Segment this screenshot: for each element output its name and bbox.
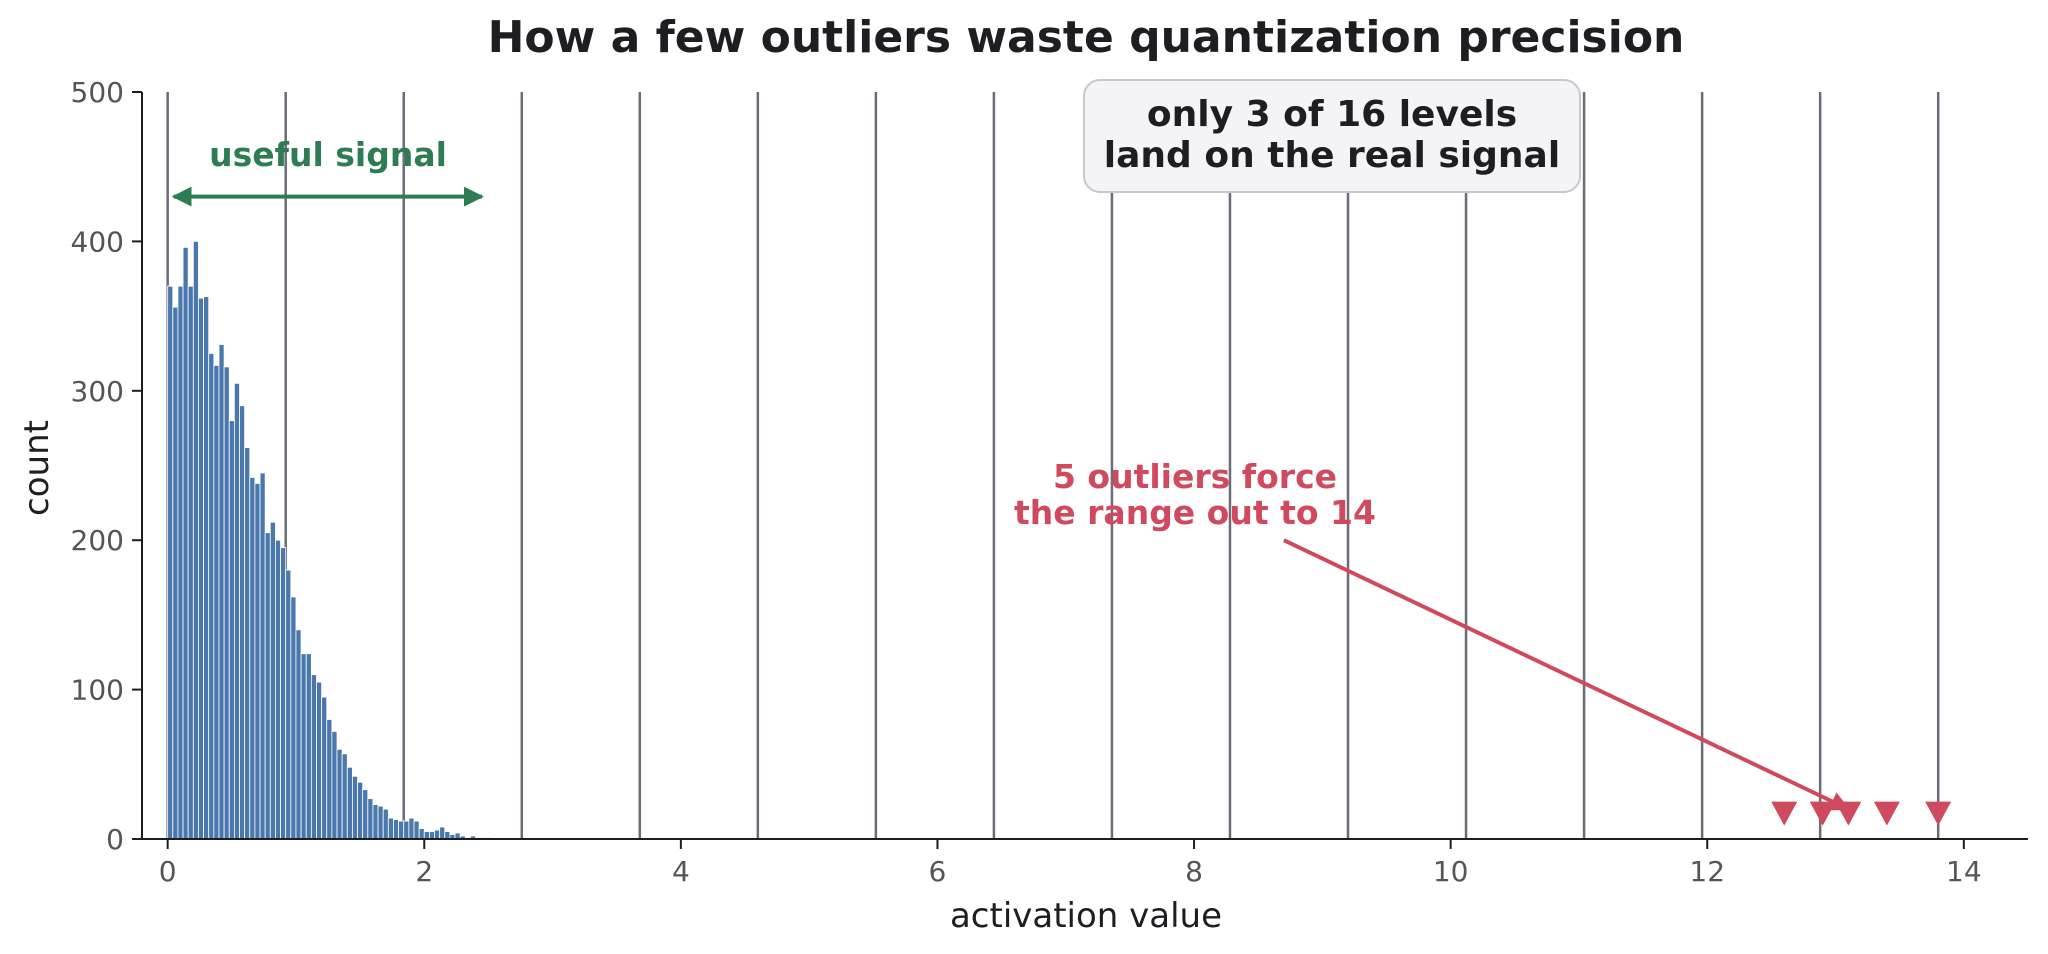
histogram-bar <box>259 472 266 840</box>
histogram-bar <box>192 240 199 840</box>
outlier-marker <box>1809 801 1836 826</box>
chart-title: How a few outliers waste quantization pr… <box>488 12 1685 63</box>
histogram-bar <box>326 719 333 840</box>
histogram-bar <box>413 820 420 840</box>
histogram-bars <box>167 240 492 840</box>
levels-callout-line1: only 3 of 16 levels <box>1147 94 1517 135</box>
outlier-markers <box>1771 801 1952 826</box>
levels-callout-line2: land on the real signal <box>1104 135 1560 176</box>
histogram-bar <box>198 297 204 840</box>
x-axis-label: activation value <box>950 896 1222 936</box>
histogram-bar <box>182 246 189 840</box>
levels-callout: only 3 of 16 levels land on the real sig… <box>1083 79 1581 193</box>
histogram-bar <box>310 674 317 840</box>
outlier-marker <box>1771 801 1798 826</box>
x-tick-label: 14 <box>1946 855 1982 888</box>
outlier-note-line1: 5 outliers force <box>1053 457 1337 496</box>
histogram-bar <box>357 781 364 840</box>
histogram-bar <box>352 775 358 840</box>
x-ticks: 0 2 4 6 8 10 12 14 <box>159 839 1982 888</box>
x-tick-label: 8 <box>1185 855 1203 888</box>
y-tick-label: 400 <box>71 225 124 258</box>
histogram-bar <box>172 306 179 840</box>
x-tick-label: 10 <box>1433 855 1469 888</box>
histogram-bar <box>295 629 302 840</box>
y-tick-label: 300 <box>71 375 124 408</box>
histogram-bar <box>223 366 230 840</box>
histogram-bar <box>393 819 399 840</box>
histogram-bar <box>439 826 446 840</box>
outlier-marker <box>1873 801 1900 826</box>
histogram-bar <box>382 808 389 840</box>
histogram-bar <box>249 477 256 840</box>
histogram-bar <box>316 681 323 840</box>
outlier-note-arrow <box>1283 538 1851 811</box>
histogram-bar <box>233 382 240 840</box>
histogram-bar <box>341 753 348 840</box>
histogram-bar <box>428 831 435 840</box>
histogram-bar <box>403 820 410 840</box>
outlier-annotation: 5 outliers force the range out to 14 <box>1014 457 1851 811</box>
histogram-bar <box>208 353 215 840</box>
x-tick-label: 4 <box>672 855 690 888</box>
histogram-bar <box>423 831 430 840</box>
useful-signal-annotation: useful signal <box>171 135 484 207</box>
histogram-bar <box>269 521 276 840</box>
histogram-bar <box>213 365 220 840</box>
y-tick-label: 100 <box>71 674 124 707</box>
outlier-marker <box>1925 801 1952 826</box>
histogram-bar <box>387 817 394 840</box>
histogram-bar <box>331 731 338 840</box>
histogram-bar <box>372 804 379 840</box>
histogram-bar <box>275 539 281 840</box>
useful-signal-label: useful signal <box>209 135 447 174</box>
axes <box>141 92 2028 840</box>
x-tick-label: 2 <box>415 855 433 888</box>
histogram-bar <box>239 405 246 840</box>
histogram-bar <box>264 532 271 840</box>
y-ticks: 0 100 200 300 400 500 <box>71 76 142 856</box>
histogram-bar <box>228 420 235 840</box>
histogram-bar <box>254 483 261 840</box>
histogram-bar <box>290 596 297 840</box>
histogram-bar <box>300 653 307 840</box>
histogram-bar <box>280 547 287 840</box>
y-axis-label: count <box>17 420 57 516</box>
y-tick-label: 500 <box>71 76 124 109</box>
histogram-bar <box>244 447 251 840</box>
histogram-bar <box>418 828 425 840</box>
quantization-levels <box>166 92 1940 839</box>
x-tick-label: 12 <box>1689 855 1725 888</box>
outlier-note-line2: the range out to 14 <box>1014 493 1376 532</box>
histogram-bar <box>408 817 415 840</box>
histogram-bar <box>336 748 343 840</box>
levels-callout-box <box>1083 79 1581 193</box>
histogram-bar <box>398 820 405 840</box>
y-tick-label: 0 <box>106 823 124 856</box>
histogram-bar <box>377 805 384 840</box>
histogram-bar <box>346 766 353 840</box>
histogram-bar <box>167 285 174 840</box>
y-tick-label: 200 <box>71 524 124 557</box>
histogram-bar <box>285 569 292 840</box>
x-tick-label: 6 <box>929 855 947 888</box>
histogram-bar <box>444 831 451 840</box>
histogram-bar <box>187 285 194 840</box>
histogram-bar <box>367 798 374 840</box>
histogram-bar <box>321 696 328 840</box>
histogram-bar <box>434 829 441 840</box>
histogram-bar <box>218 344 225 840</box>
histogram-bar <box>305 653 312 840</box>
x-tick-label: 0 <box>159 855 177 888</box>
histogram-bar <box>177 285 184 840</box>
histogram-bar <box>203 296 210 840</box>
histogram-bar <box>362 789 369 840</box>
